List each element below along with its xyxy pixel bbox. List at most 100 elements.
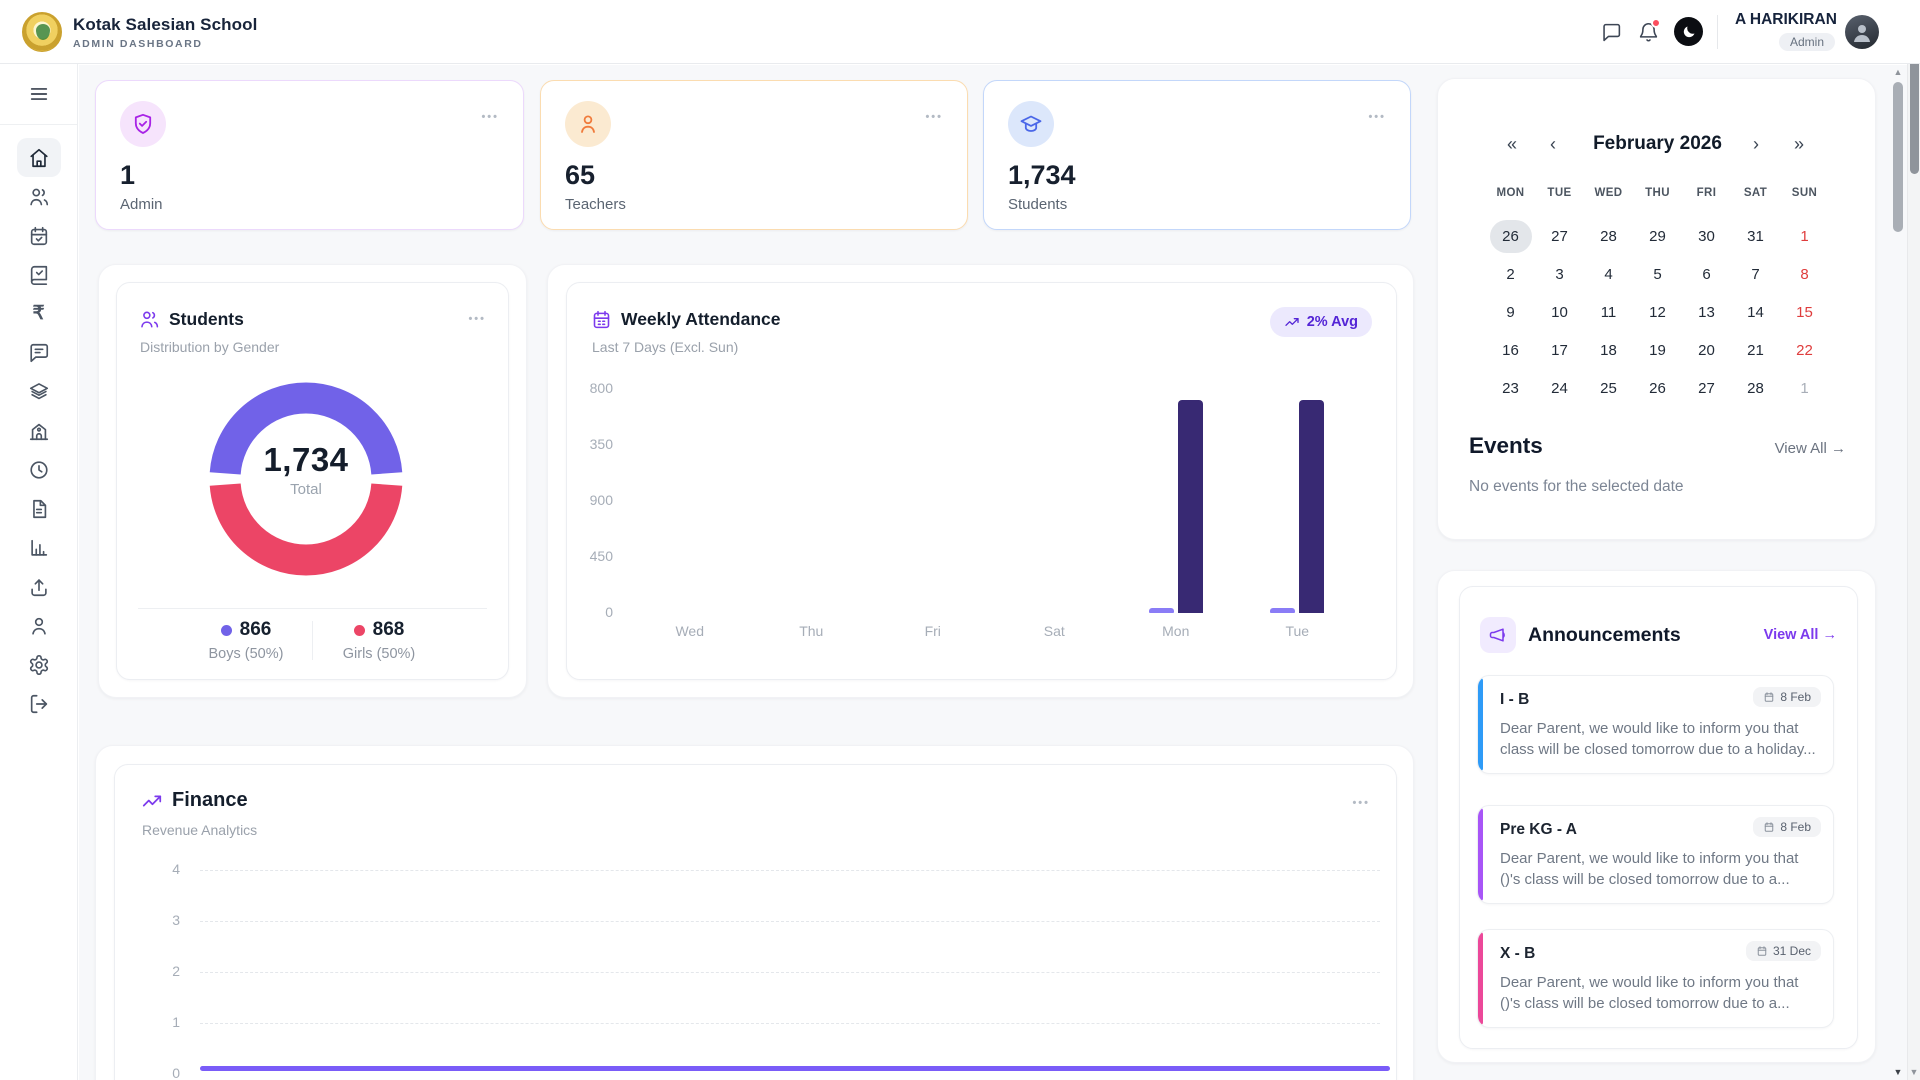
- announcement-item[interactable]: X - B 31 Dec Dear Parent, we would like …: [1477, 929, 1834, 1028]
- sidebar-item-school-building[interactable]: [17, 411, 61, 450]
- calendar-day[interactable]: 20: [1698, 341, 1715, 359]
- sidebar-item-home[interactable]: [16, 138, 61, 177]
- calendar-prev-button[interactable]: ‹: [1550, 134, 1556, 154]
- scroll-up-icon[interactable]: ▲: [1893, 67, 1903, 77]
- scroll-down-icon[interactable]: ▼: [1909, 1067, 1919, 1077]
- donut-segment-boys: [209, 382, 403, 475]
- calendar-day[interactable]: 18: [1600, 341, 1617, 359]
- calendar-first-button[interactable]: «: [1507, 134, 1518, 154]
- calendar-day[interactable]: 21: [1747, 341, 1764, 359]
- finance-title: Finance: [172, 789, 248, 811]
- calendar-day[interactable]: 3: [1555, 265, 1564, 283]
- calendar-day[interactable]: 16: [1502, 341, 1519, 359]
- weekday-label: TUE: [1547, 187, 1572, 199]
- dark-mode-toggle[interactable]: [1674, 17, 1703, 46]
- content-scrollbar-thumb[interactable]: [1893, 82, 1903, 232]
- person-silhouette-icon: [1854, 25, 1870, 42]
- calendar-day[interactable]: 4: [1604, 265, 1613, 283]
- announcement-item[interactable]: Pre KG - A 8 Feb Dear Parent, we would l…: [1477, 805, 1834, 904]
- sidebar-item-layers[interactable]: [17, 372, 61, 411]
- sidebar-item-bar-chart[interactable]: [17, 528, 61, 567]
- announcements-view-all-link[interactable]: View All →: [1763, 627, 1837, 643]
- boys-label: Boys (50%): [208, 646, 284, 662]
- calendar-day[interactable]: 28: [1747, 379, 1764, 397]
- donut-segment-girls: [209, 483, 403, 576]
- sidebar-item-document[interactable]: [17, 489, 61, 528]
- calendar-day[interactable]: 15: [1796, 303, 1813, 321]
- attendance-bar-primary-tue: [1299, 400, 1325, 613]
- card-menu-button[interactable]: •••: [481, 111, 499, 123]
- calendar-day[interactable]: 25: [1600, 379, 1617, 397]
- sidebar-item-settings[interactable]: [17, 645, 61, 684]
- calendar-day[interactable]: 10: [1551, 303, 1568, 321]
- calendar-day[interactable]: 24: [1551, 379, 1568, 397]
- chat-icon: [1602, 23, 1620, 41]
- calendar-day[interactable]: 11: [1600, 303, 1617, 321]
- calendar-row: 2 3 4 5 6 7 8: [1486, 255, 1829, 293]
- card-menu-button[interactable]: •••: [1352, 797, 1370, 809]
- sidebar-item-upload[interactable]: [17, 567, 61, 606]
- calendar-day[interactable]: 26: [1489, 219, 1532, 253]
- calendar-day[interactable]: 6: [1702, 265, 1711, 283]
- sidebar-item-users[interactable]: [17, 177, 61, 216]
- sidebar-item-calendar-check[interactable]: [17, 216, 61, 255]
- calendar-day[interactable]: 29: [1649, 227, 1666, 245]
- sidebar-item-logout[interactable]: [17, 684, 61, 723]
- card-menu-button[interactable]: •••: [1368, 111, 1386, 123]
- calendar-day[interactable]: 19: [1649, 341, 1666, 359]
- calendar-day[interactable]: 5: [1653, 265, 1662, 283]
- announcement-item[interactable]: I - B 8 Feb Dear Parent, we would like t…: [1477, 675, 1834, 774]
- calendar-day[interactable]: 1: [1800, 227, 1809, 245]
- calendar-next-button[interactable]: ›: [1753, 134, 1759, 154]
- calendar-day[interactable]: 1: [1800, 379, 1809, 397]
- announcement-date-badge: 31 Dec: [1745, 941, 1821, 961]
- calendar-day[interactable]: 17: [1551, 341, 1568, 359]
- calendar-icon: [593, 310, 610, 329]
- page-scrollbar-thumb[interactable]: [1910, 14, 1919, 174]
- calendar-day[interactable]: 22: [1796, 341, 1813, 359]
- sidebar-toggle[interactable]: [0, 64, 77, 125]
- calendar-day[interactable]: 2: [1506, 265, 1515, 283]
- attendance-bar-secondary-mon: [1148, 608, 1174, 613]
- sidebar-item-message[interactable]: [17, 333, 61, 372]
- sidebar-item-rupee[interactable]: ₹: [17, 294, 61, 333]
- user-avatar[interactable]: [1845, 15, 1879, 49]
- sidebar-item-clock[interactable]: [17, 450, 61, 489]
- attendance-column-wed: [629, 283, 751, 613]
- sidebar-item-user[interactable]: [17, 606, 61, 645]
- events-view-all-link[interactable]: View All →: [1774, 440, 1846, 457]
- calendar-day[interactable]: 27: [1698, 379, 1715, 397]
- attendance-column-tue: [1237, 283, 1359, 613]
- announcement-body: Dear Parent, we would like to inform you…: [1500, 850, 1799, 888]
- calendar-day[interactable]: 30: [1698, 227, 1715, 245]
- calendar-day[interactable]: 14: [1747, 303, 1764, 321]
- calendar-cell: 2: [1486, 255, 1535, 293]
- card-menu-button[interactable]: •••: [925, 111, 943, 123]
- calendar-cell: 25: [1584, 369, 1633, 407]
- calendar-day[interactable]: 7: [1751, 265, 1760, 283]
- notifications-button[interactable]: [1631, 15, 1665, 49]
- calendar-day[interactable]: 13: [1698, 303, 1715, 321]
- calendar-day[interactable]: 31: [1747, 227, 1764, 245]
- calendar-day[interactable]: 8: [1800, 265, 1809, 283]
- calendar-cell: 16: [1486, 331, 1535, 369]
- calendar-last-button[interactable]: »: [1793, 134, 1804, 154]
- book-check-icon: [30, 265, 47, 285]
- students-section: Students Distribution by Gender ••• 1,73…: [98, 264, 527, 698]
- sidebar-item-book-check[interactable]: [17, 255, 61, 294]
- calendar-day[interactable]: 23: [1502, 379, 1519, 397]
- card-menu-button[interactable]: •••: [468, 313, 486, 325]
- finance-subtitle: Revenue Analytics: [142, 822, 258, 838]
- calendar-row: 23 24 25 26 27 28 1: [1486, 369, 1829, 407]
- page-scrollbar[interactable]: ▲ ▼: [1907, 0, 1920, 1080]
- girls-label: Girls (50%): [342, 646, 416, 662]
- calendar-day[interactable]: 26: [1649, 379, 1666, 397]
- trending-up-icon: [142, 795, 162, 806]
- calendar-day[interactable]: 27: [1551, 227, 1568, 245]
- content-scrollbar[interactable]: ▲ ▼: [1893, 64, 1903, 1080]
- scroll-down-icon[interactable]: ▼: [1893, 1067, 1903, 1077]
- messages-button[interactable]: [1594, 15, 1628, 49]
- calendar-day[interactable]: 12: [1649, 303, 1666, 321]
- calendar-day[interactable]: 28: [1600, 227, 1617, 245]
- calendar-day[interactable]: 9: [1506, 303, 1515, 321]
